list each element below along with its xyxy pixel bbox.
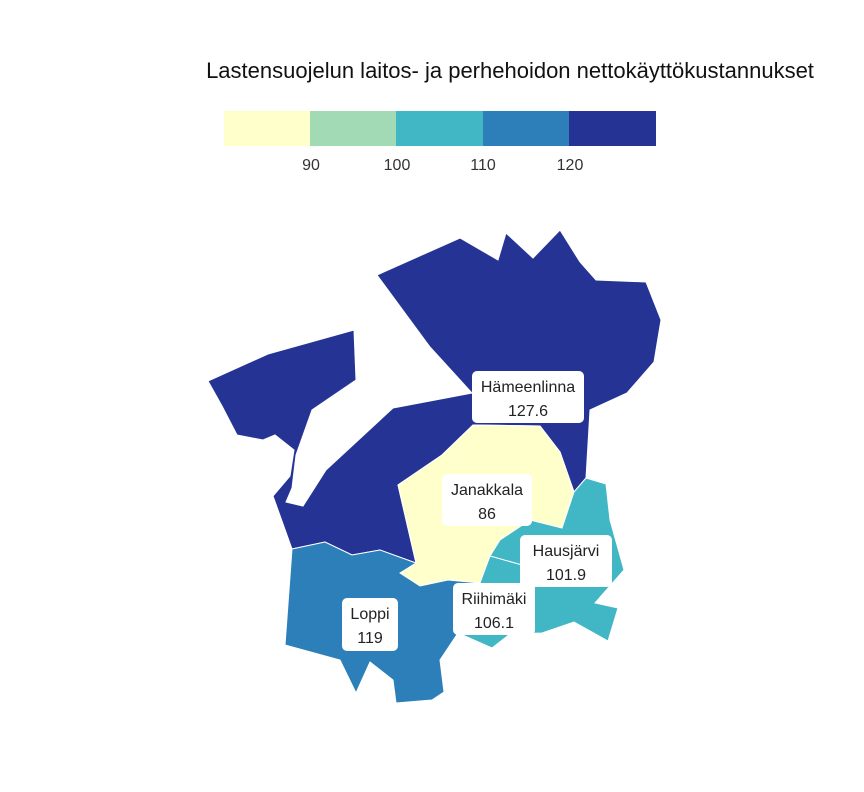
legend-swatch-3	[396, 111, 483, 146]
label-value: 127.6	[508, 403, 548, 420]
label-box	[342, 598, 398, 651]
legend-swatch-2	[310, 111, 397, 146]
map-title: Lastensuojelun laitos- ja perhehoidon ne…	[206, 58, 814, 83]
label-name: Riihimäki	[462, 591, 527, 608]
label-value: 86	[478, 506, 496, 523]
municipality-polygons	[207, 229, 662, 704]
label-value: 106.1	[474, 615, 514, 632]
label-hameenlinna: Hämeenlinna 127.6	[472, 371, 584, 423]
label-name: Hausjärvi	[533, 543, 600, 560]
label-riihimaki: Riihimäki 106.1	[453, 583, 535, 635]
label-name: Loppi	[350, 606, 389, 623]
label-box	[520, 535, 612, 587]
label-name: Janakkala	[451, 482, 523, 499]
label-janakkala: Janakkala 86	[442, 474, 532, 526]
label-name: Hämeenlinna	[481, 379, 575, 396]
color-legend: 90 100 110 120	[224, 111, 656, 174]
legend-tick: 110	[470, 157, 496, 174]
legend-swatch-4	[483, 111, 570, 146]
label-box	[472, 371, 584, 423]
legend-tick: 100	[384, 157, 411, 174]
label-box	[453, 583, 535, 635]
label-value: 119	[357, 630, 383, 647]
legend-swatch-5	[569, 111, 656, 146]
label-box	[442, 474, 532, 526]
legend-tick: 120	[557, 157, 584, 174]
legend-tick: 90	[302, 157, 320, 174]
label-loppi: Loppi 119	[342, 598, 398, 651]
legend-swatch-1	[224, 111, 311, 146]
label-value: 101.9	[546, 567, 586, 584]
label-hausjarvi: Hausjärvi 101.9	[520, 535, 612, 587]
region-labels: Hämeenlinna 127.6 Janakkala 86 Hausjärvi…	[342, 371, 612, 651]
